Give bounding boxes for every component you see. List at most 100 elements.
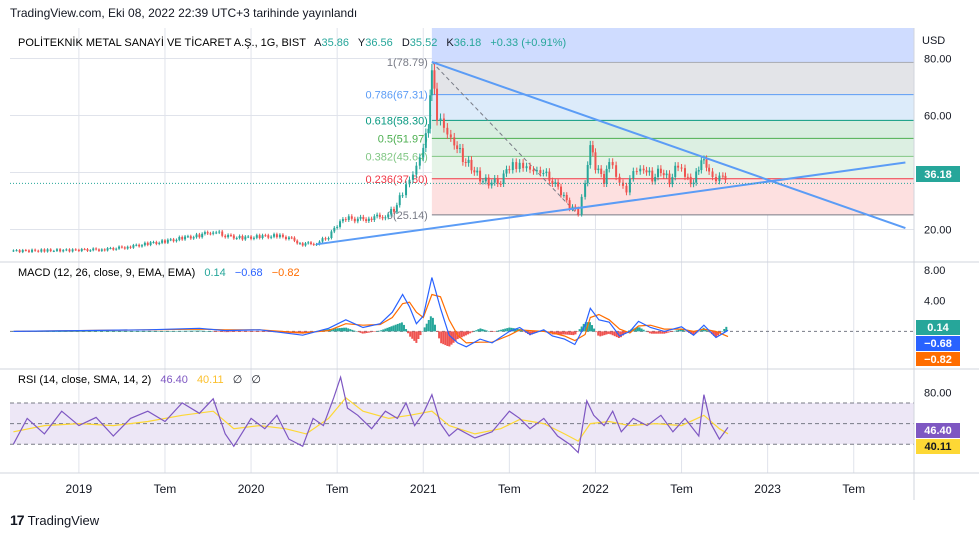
- macd-hist-bar: [345, 327, 348, 332]
- macd-hist-bar: [250, 331, 253, 332]
- change-value: +0.33 (+0.91%): [490, 37, 566, 49]
- close-value: 36.18: [454, 37, 482, 49]
- footer-brand[interactable]: 17 TradingView: [10, 512, 99, 528]
- candle-body: [149, 242, 152, 245]
- macd-hist-bar: [444, 331, 447, 346]
- macd-hist-bar: [252, 331, 255, 332]
- macd-hist-bar: [588, 322, 591, 332]
- macd-legend[interactable]: MACD (12, 26, close, 9, EMA, EMA) 0.14 −…: [18, 267, 300, 279]
- fib-level-label: 0.786(67.31): [365, 90, 427, 102]
- candle-body: [390, 208, 393, 215]
- macd-hist-bar: [109, 331, 112, 332]
- rsi-extra-2: ∅: [251, 374, 261, 386]
- candle-body: [126, 246, 129, 249]
- rsi-pane[interactable]: [10, 374, 914, 454]
- candle-body: [618, 176, 621, 183]
- macd-hist-bar: [454, 331, 457, 341]
- candle-body: [189, 236, 192, 239]
- trendlines[interactable]: [316, 61, 906, 246]
- macd-hist-bar: [655, 331, 658, 334]
- macd-hist-bar: [105, 331, 108, 332]
- macd-hist-bar: [264, 331, 267, 332]
- macd-hist-bar: [411, 331, 414, 339]
- candle-body: [275, 234, 278, 238]
- symbol-title[interactable]: POLİTEKNİK METAL SANAYİ VE TİCARET A.Ş.,…: [18, 36, 306, 49]
- macd-hist-bar: [700, 329, 703, 332]
- candle-body: [166, 239, 169, 243]
- main-legend[interactable]: POLİTEKNİK METAL SANAYİ VE TİCARET A.Ş.,…: [18, 36, 566, 49]
- candle-body: [562, 194, 565, 196]
- macd-hist-bar: [706, 330, 709, 332]
- candle-body: [695, 171, 698, 183]
- candle-body: [55, 249, 58, 251]
- candle-body: [470, 159, 473, 171]
- macd-hist-bar: [84, 331, 87, 332]
- macd-hist-bar: [640, 328, 643, 332]
- svg-text:46.40: 46.40: [924, 425, 952, 437]
- macd-pane[interactable]: [10, 277, 914, 348]
- candle-body: [686, 176, 689, 178]
- candle-body: [321, 238, 324, 242]
- macd-hist-bar: [574, 331, 577, 335]
- candle-body: [511, 162, 514, 171]
- candle-body: [227, 234, 230, 238]
- rsi-axis[interactable]: 80.00: [924, 388, 952, 400]
- macd-hist-bar: [365, 331, 368, 334]
- macd-hist-bar: [221, 331, 224, 332]
- macd-hist-bar: [599, 331, 602, 337]
- candle-body: [603, 174, 606, 184]
- macd-axis[interactable]: 8.00 4.00: [924, 265, 945, 308]
- candle-body: [141, 245, 144, 247]
- candle-body: [172, 239, 175, 242]
- candle-body: [365, 219, 368, 222]
- time-axis[interactable]: 2019 Tem 2020 Tem 2021 Tem 2022 Tem 2023 Tem: [66, 482, 866, 496]
- candle-body: [59, 249, 62, 252]
- svg-text:0.14: 0.14: [927, 322, 949, 334]
- macd-hist-bar: [464, 331, 467, 336]
- macd-hist-bar: [495, 330, 498, 332]
- macd-hist-bar: [487, 331, 490, 332]
- macd-hist-bar: [402, 324, 405, 332]
- candle-body: [689, 176, 692, 185]
- currency-label[interactable]: USD: [922, 35, 945, 47]
- macd-hist-bar: [117, 331, 120, 332]
- candle-body: [654, 177, 657, 182]
- macd-hist-bar: [493, 331, 496, 332]
- macd-hist-bar: [217, 331, 220, 332]
- macd-hist-bar: [504, 328, 507, 332]
- candle-body: [395, 205, 398, 212]
- macd-hist-bar: [481, 329, 484, 332]
- candle-body: [106, 248, 109, 251]
- candle-body: [109, 248, 112, 250]
- candle-body: [453, 137, 456, 146]
- macd-hist-bar: [719, 331, 722, 334]
- macd-hist-bar: [692, 331, 695, 336]
- candle-body: [532, 169, 535, 172]
- rsi-legend[interactable]: RSI (14, close, SMA, 14, 2) 46.40 40.11 …: [18, 374, 261, 386]
- macd-hist-bar: [72, 331, 75, 332]
- macd-hist-bar: [595, 331, 598, 333]
- candle-body: [120, 246, 123, 248]
- macd-title[interactable]: MACD (12, 26, close, 9, EMA, EMA): [18, 267, 195, 279]
- candle-body: [232, 235, 235, 239]
- macd-hist-bar: [334, 328, 337, 332]
- svg-text:−0.68: −0.68: [924, 338, 952, 350]
- rsi-title[interactable]: RSI (14, close, SMA, 14, 2): [18, 374, 151, 386]
- candle-body: [648, 170, 651, 173]
- fib-zone-top: [431, 28, 914, 62]
- macd-hist-bar: [597, 331, 600, 336]
- macd-hist-bar: [101, 331, 104, 332]
- macd-hist-bar: [698, 330, 701, 332]
- macd-hist-bar: [475, 330, 478, 332]
- price-pane[interactable]: 1(78.79) 0.786(67.31) 0.618(58.30) 0.5(51.9…: [12, 28, 914, 254]
- candle-body: [250, 236, 253, 239]
- candle-body: [427, 128, 430, 134]
- candle-body: [554, 182, 557, 184]
- macd-hist-bar: [70, 331, 73, 332]
- candle-body: [657, 168, 660, 178]
- candle-body: [429, 95, 432, 129]
- macd-hist-bar: [171, 331, 174, 332]
- macd-hist-bar: [473, 331, 476, 332]
